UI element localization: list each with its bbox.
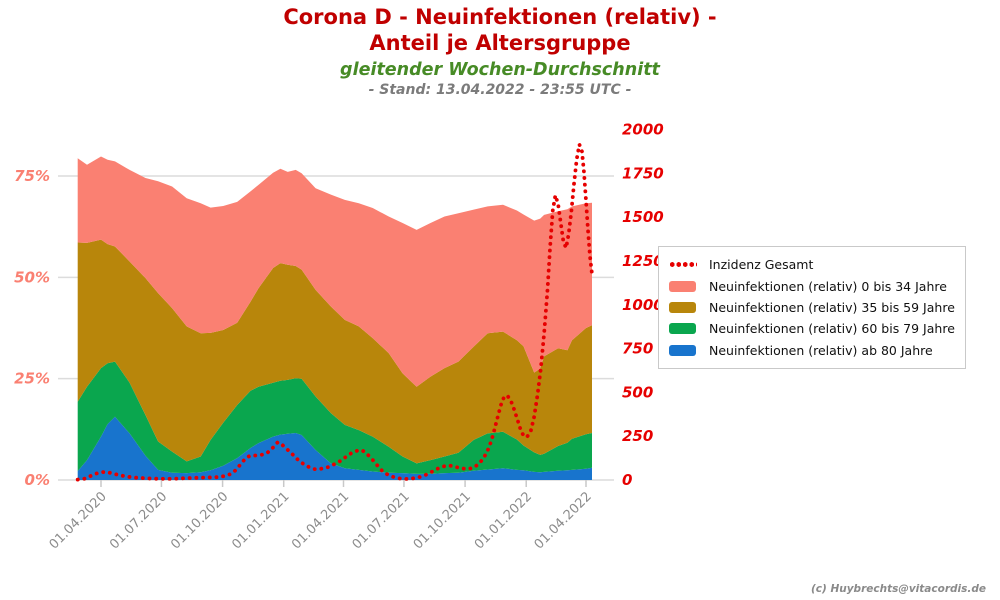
x-axis-date-label: 01.04.2022 — [532, 489, 595, 552]
chart-header: Corona D - Neuinfektionen (relativ) - An… — [0, 4, 1000, 100]
right-axis-label: 250 — [622, 427, 653, 445]
x-axis-date-label: 01.10.2020 — [168, 489, 231, 552]
legend-item: Neuinfektionen (relativ) ab 80 Jahre — [669, 340, 955, 361]
left-axis-label: 75% — [14, 167, 50, 185]
legend-item-label: Inzidenz Gesamt — [709, 257, 814, 273]
area-neuinfektionen-relativ-35-bis-59-jahre — [77, 239, 592, 464]
legend-item: Inzidenz Gesamt — [669, 254, 955, 275]
right-axis-label: 1000 — [622, 296, 664, 314]
legend-item-label: Neuinfektionen (relativ) 35 bis 59 Jahre — [709, 299, 955, 315]
chart-title-line1: Corona D - Neuinfektionen (relativ) - — [283, 5, 717, 29]
area-neuinfektionen-relativ-0-bis-34-jahre — [77, 156, 592, 387]
right-axis-label: 2000 — [622, 121, 664, 139]
x-axis-date-label: 01.07.2021 — [350, 489, 413, 552]
legend-item-label: Neuinfektionen (relativ) ab 80 Jahre — [709, 342, 933, 358]
chart-title-line2: Anteil je Altersgruppe — [369, 31, 631, 56]
credit-text: (c) Huybrechts@vitacordis.de — [810, 583, 986, 595]
legend-box: Inzidenz Gesamt Neuinfektionen (relativ) … — [658, 246, 966, 369]
area-neuinfektionen-relativ-ab-80-jahre — [77, 416, 592, 480]
legend-swatch-icon — [669, 344, 697, 356]
chart-subtitle: gleitender Wochen-Durchschnitt — [340, 59, 660, 80]
x-axis-date-label: 01.04.2020 — [47, 489, 110, 552]
chart-stand-timestamp: - Stand: 13.04.2022 - 23:55 UTC - — [368, 82, 632, 99]
right-axis-label: 1500 — [622, 208, 664, 226]
right-axis-label: 1750 — [622, 164, 664, 182]
legend-swatch-icon — [669, 323, 697, 335]
legend-item: Neuinfektionen (relativ) 60 bis 79 Jahre — [669, 318, 955, 339]
x-axis-date-label: 01.07.2020 — [107, 489, 170, 552]
stacked-areas — [77, 156, 592, 480]
legend-item: Neuinfektionen (relativ) 35 bis 59 Jahre — [669, 297, 955, 318]
legend-swatch-icon — [669, 280, 697, 292]
right-axis-label: 0 — [622, 471, 632, 489]
x-axis-date-label: 01.04.2021 — [289, 489, 352, 552]
right-axis-label: 1250 — [622, 252, 664, 270]
incidence-dotted-line — [75, 137, 594, 482]
incidence-gesamt-line — [75, 137, 594, 482]
dotted-line-sample — [669, 262, 697, 268]
right-axis-label: 500 — [622, 383, 653, 401]
color-swatch — [669, 344, 696, 356]
x-axis-date-label: 01.01.2022 — [472, 489, 535, 552]
area-neuinfektionen-relativ-60-bis-79-jahre — [77, 361, 592, 474]
color-swatch — [669, 323, 696, 335]
legend-item: Neuinfektionen (relativ) 0 bis 34 Jahre — [669, 275, 955, 296]
left-axis-label: 50% — [14, 268, 50, 286]
left-axis-label: 0% — [25, 471, 50, 489]
legend-item-label: Neuinfektionen (relativ) 60 bis 79 Jahre — [709, 321, 955, 337]
legend-swatch-icon — [669, 301, 697, 313]
legend-dotted-line-icon — [669, 262, 697, 268]
color-swatch — [669, 280, 696, 292]
legend-item-label: Neuinfektionen (relativ) 0 bis 34 Jahre — [709, 278, 947, 294]
x-axis-date-label: 01.01.2021 — [229, 489, 292, 552]
x-axis-date-label: 01.10.2021 — [411, 489, 474, 552]
color-swatch — [669, 301, 696, 313]
left-axis-label: 25% — [14, 370, 50, 388]
right-axis-label: 750 — [622, 340, 653, 358]
